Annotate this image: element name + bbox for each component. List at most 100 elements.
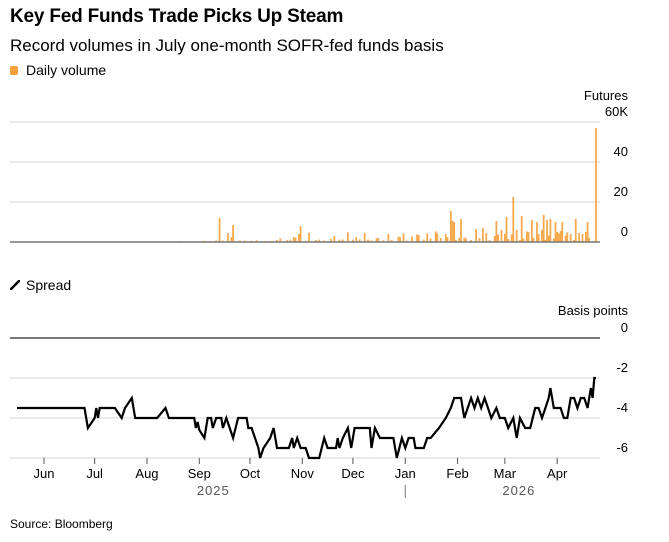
volume-bar	[218, 218, 221, 242]
x-tick-label: Nov	[291, 466, 315, 481]
chart-subtitle: Record volumes in July one-month SOFR-fe…	[10, 36, 444, 55]
volume-bar	[505, 217, 508, 242]
volume-bar	[586, 222, 589, 242]
volume-bar	[458, 238, 461, 242]
legend-swatch-volume-icon	[10, 65, 18, 75]
legend-spread: Spread	[10, 277, 71, 293]
volume-bar	[230, 237, 233, 242]
volume-bar	[507, 239, 510, 242]
volume-bar	[552, 238, 555, 242]
volume-bar	[289, 239, 292, 242]
legend-label-spread: Spread	[26, 277, 72, 293]
volume-bar	[475, 229, 478, 242]
volume-bar	[478, 238, 481, 242]
volume-bar	[255, 240, 258, 242]
year-label: 2025	[197, 483, 230, 498]
volume-bar	[485, 233, 488, 242]
volume-bar	[238, 240, 241, 242]
volume-bar	[286, 240, 288, 242]
volume-bar	[497, 234, 499, 242]
spread-ytick-label: -2	[616, 360, 628, 375]
x-tick-label: Mar	[494, 466, 517, 481]
volume-bar	[417, 235, 420, 242]
volume-bar	[453, 222, 456, 242]
volume-bar	[581, 234, 584, 242]
volume-bar	[416, 234, 418, 242]
volume-bar	[358, 239, 361, 242]
volume-bar	[298, 234, 300, 242]
volume-bar	[546, 220, 548, 242]
volume-bar	[541, 230, 543, 242]
volume-bar	[559, 231, 562, 242]
volume-bar	[367, 239, 370, 242]
volume-bar	[595, 128, 597, 242]
volume-bar	[341, 239, 344, 242]
spread-line	[17, 376, 596, 460]
legend-label-volume: Daily volume	[26, 62, 107, 78]
x-tick-label: Aug	[135, 466, 158, 481]
volume-bar	[294, 237, 297, 242]
volume-bar	[446, 237, 449, 242]
volume-bar	[525, 231, 528, 242]
volume-bar	[500, 230, 503, 242]
volume-bar	[402, 233, 405, 242]
volume-bar	[399, 237, 402, 242]
volume-bar	[566, 232, 569, 242]
volume-bar	[578, 233, 581, 242]
spread-ytick-label: 0	[621, 320, 628, 335]
volume-ytick-label: 40	[614, 144, 628, 159]
x-tick-label: Jun	[34, 466, 55, 481]
volume-bar	[547, 235, 550, 242]
volume-bar	[532, 238, 535, 242]
volume-bar	[370, 240, 373, 242]
volume-bar	[522, 238, 525, 242]
volume-bar	[454, 240, 457, 242]
legend-line-spread-icon	[10, 280, 20, 290]
volume-bar	[557, 233, 560, 242]
volume-bar	[411, 236, 413, 242]
volume-bar	[308, 233, 310, 242]
volume-bar	[422, 239, 425, 242]
volume-bar	[470, 240, 472, 242]
volume-bar	[292, 237, 295, 242]
volume-bar	[512, 197, 515, 242]
volume-bar	[520, 216, 523, 242]
volume-bar	[510, 234, 513, 242]
volume-bar	[382, 240, 385, 242]
volume-bar	[355, 237, 358, 242]
source-note: Source: Bloomberg	[10, 517, 113, 531]
volume-bars	[142, 128, 597, 242]
volume-bar	[588, 238, 591, 242]
x-tick-label: Jul	[86, 466, 103, 481]
volume-bar	[434, 231, 437, 242]
legend-daily-volume: Daily volume	[10, 62, 106, 78]
volume-bar	[318, 239, 321, 242]
volume-bar	[584, 232, 587, 242]
volume-bar	[537, 234, 540, 242]
volume-bar	[429, 238, 432, 242]
volume-bar	[569, 234, 572, 242]
volume-bar	[352, 239, 354, 242]
volume-bar	[482, 228, 484, 242]
volume-bar	[299, 226, 302, 242]
volume-bar	[215, 240, 218, 242]
volume-bar	[574, 219, 577, 242]
x-tick-label: Feb	[446, 466, 468, 481]
volume-bar	[227, 233, 229, 242]
volume-bar	[397, 236, 400, 242]
volume-bar	[444, 234, 447, 242]
volume-bar	[390, 240, 393, 242]
volume-bar	[314, 240, 317, 242]
volume-bar	[460, 219, 462, 242]
volume-bar	[515, 230, 518, 242]
x-tick-label: Jan	[395, 466, 416, 481]
x-tick-label: Dec	[341, 466, 365, 481]
volume-bar	[542, 215, 545, 242]
volume-bar	[544, 240, 547, 242]
volume-bar	[451, 221, 454, 242]
volume-bar	[564, 235, 567, 242]
volume-bar	[426, 233, 429, 242]
volume-bar	[493, 236, 496, 242]
volume-bar	[554, 222, 557, 242]
